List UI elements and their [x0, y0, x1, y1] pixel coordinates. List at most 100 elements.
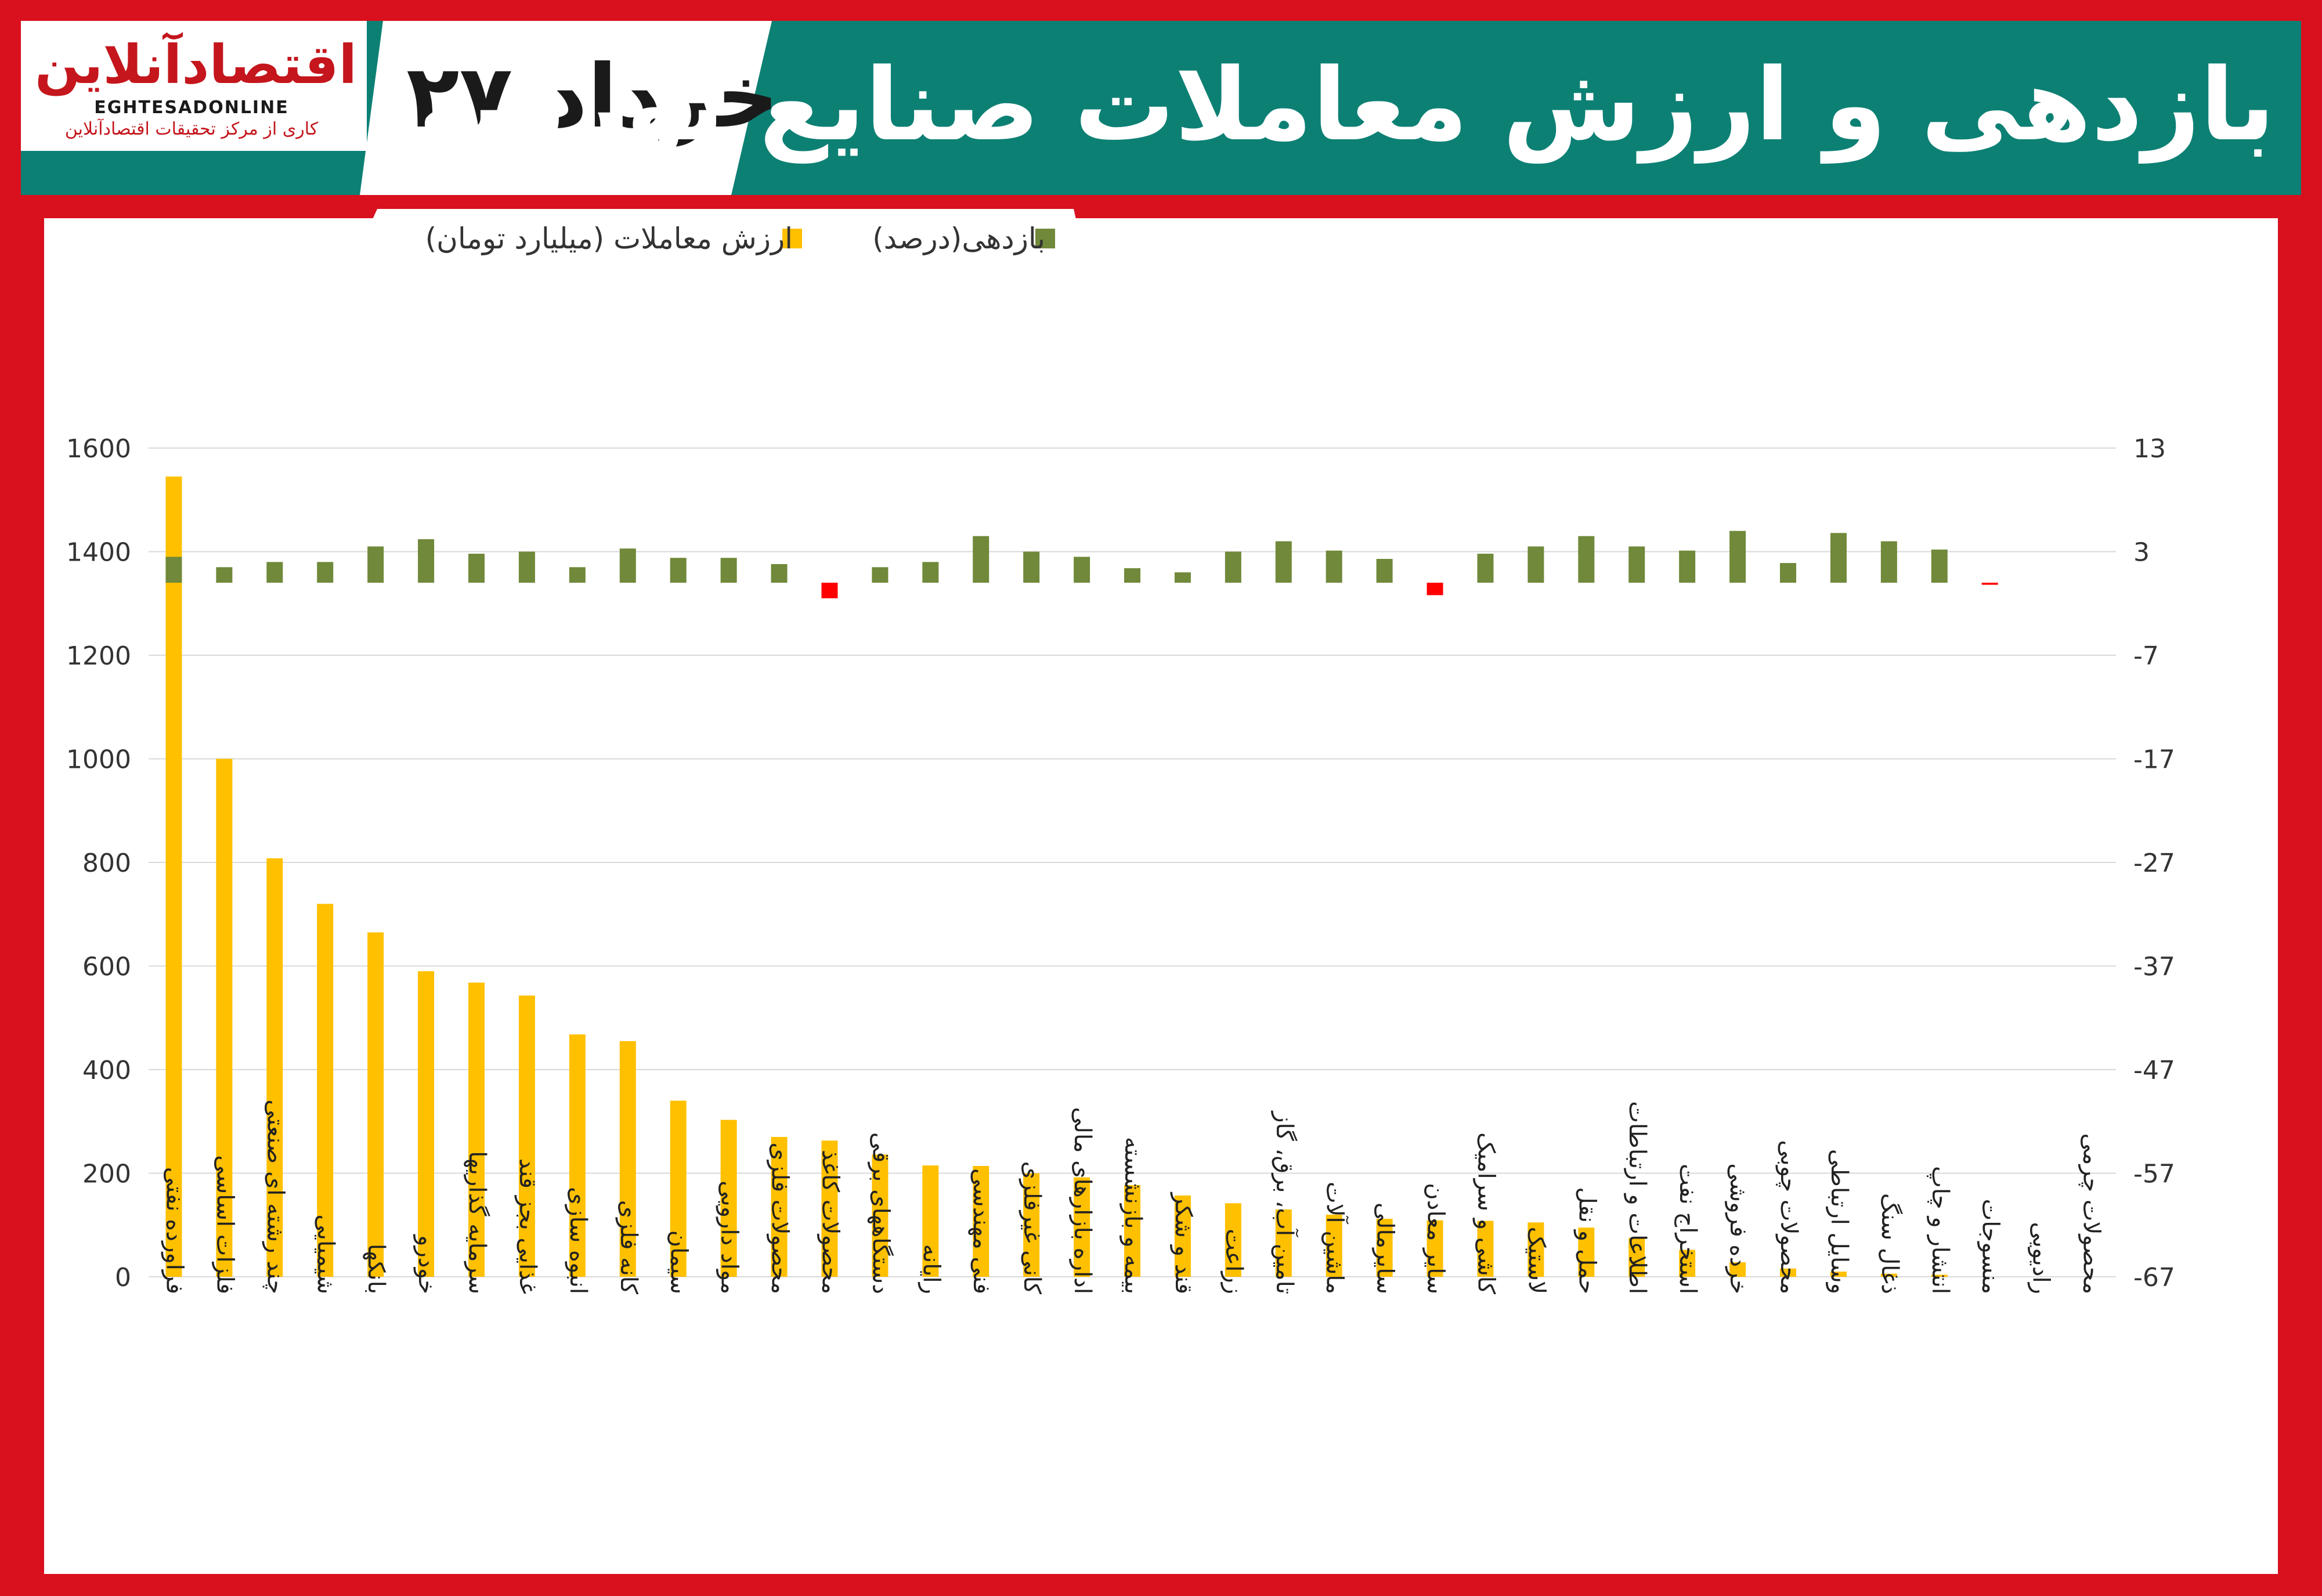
- category-label: زراعت: [1220, 1229, 1247, 1294]
- gain-bar: [216, 567, 233, 583]
- value-bar: [821, 1140, 838, 1277]
- category-label: تامین آب، برق، گاز: [1271, 1110, 1299, 1294]
- value-bar: [1880, 1273, 1897, 1277]
- value-bar: [216, 759, 233, 1277]
- value-bar: [670, 1100, 687, 1277]
- gain-bar: [468, 554, 485, 583]
- value-bar: [1628, 1238, 1645, 1277]
- gain-bar: [266, 562, 283, 583]
- value-bar: [1074, 1177, 1090, 1277]
- gain-bar: [771, 564, 788, 583]
- legend-swatch-gain: [1035, 229, 1055, 248]
- category-label: منسوجات: [1977, 1199, 2004, 1294]
- gain-bar: [670, 558, 687, 583]
- gain-bar: [720, 558, 737, 583]
- category-label: کانه فلزی: [615, 1200, 642, 1295]
- category-label: استخراج نفت: [1674, 1164, 1701, 1294]
- value-bar: [1124, 1185, 1140, 1277]
- legend-label-value: ارزش معاملات (میلیارد تومان): [425, 222, 793, 255]
- category-label: ذغال سنگ: [1876, 1193, 1903, 1294]
- category-label: سایر معادن: [1422, 1183, 1449, 1294]
- value-bar: [1376, 1219, 1393, 1277]
- value-bar: [1023, 1173, 1040, 1277]
- gain-bar: [1780, 563, 1796, 583]
- value-bar: [1477, 1221, 1494, 1277]
- category-label: محصولات چوبی: [1775, 1140, 1802, 1294]
- category-label: محصولات چرمی: [2078, 1133, 2105, 1294]
- gain-bar: [1880, 541, 1897, 583]
- right-tick-label: -17: [2133, 745, 2175, 775]
- gain-bar: [973, 536, 990, 583]
- left-tick-label: 1600: [66, 434, 131, 464]
- value-bar: [418, 971, 435, 1277]
- value-bar: [922, 1165, 939, 1277]
- logo-box: [21, 21, 367, 151]
- category-label: غذایی بجز قند: [514, 1158, 541, 1294]
- value-bar: [1527, 1222, 1544, 1277]
- value-bar: [317, 904, 334, 1277]
- gain-bar: [922, 562, 939, 583]
- right-tick-label: -57: [2133, 1160, 2175, 1189]
- category-label: اطلاعات و ارتباطات: [1624, 1101, 1651, 1294]
- gain-bar: [1477, 554, 1494, 583]
- legend-label-gain: بازدهی(درصد): [872, 222, 1045, 255]
- gain-bar: [1174, 572, 1191, 583]
- category-label: بیمه و بازنشسته: [1120, 1137, 1146, 1294]
- gain-bar: [1527, 546, 1544, 583]
- category-label: شیمیایی: [312, 1215, 339, 1294]
- gain-bar: [317, 562, 334, 583]
- gain-bar: [418, 539, 435, 583]
- value-bar: [720, 1120, 737, 1277]
- right-tick-label: -27: [2133, 848, 2175, 878]
- left-tick-label: 600: [82, 952, 131, 982]
- category-label: فنی مهندسی: [968, 1168, 995, 1294]
- chart-panel: 0 200 400 600 800 1000 1200 1400 1600 13 3 -7 -17 -27…: [44, 218, 2278, 1574]
- gain-bar: [1427, 583, 1443, 595]
- left-tick-label: 400: [82, 1056, 131, 1085]
- category-label: کانی غیرفلزی: [1019, 1161, 1045, 1295]
- gain-bar: [1124, 568, 1140, 583]
- logo: اقتصادآنلاین: [35, 34, 357, 96]
- category-label: خرده فروشی: [1725, 1163, 1752, 1294]
- value-bar: [1679, 1250, 1696, 1277]
- category-label: محصولات کاغذ: [817, 1150, 843, 1294]
- value-bar: [1830, 1272, 1847, 1277]
- value-bar: [569, 1034, 586, 1277]
- value-bar: [518, 995, 535, 1277]
- logo-english: EGHTESADONLINE: [94, 98, 289, 118]
- category-label: محصولات فلزی: [767, 1142, 793, 1294]
- value-bar: [771, 1137, 788, 1277]
- category-label: سایرمالی: [1372, 1203, 1399, 1294]
- gain-bar: [367, 546, 384, 583]
- category-label: خودرو: [413, 1234, 440, 1294]
- gain-bar: [1679, 550, 1696, 583]
- category-label: لاستیک: [1523, 1227, 1550, 1294]
- gain-bar: [165, 557, 182, 583]
- gain-bar: [1074, 557, 1090, 583]
- right-tick-label: 3: [2133, 538, 2150, 568]
- category-label: بانکها: [363, 1244, 389, 1294]
- right-tick-label: -67: [2133, 1263, 2175, 1292]
- category-label: اداره بازارهای مالی: [1069, 1107, 1096, 1294]
- left-tick-label: 1200: [66, 641, 131, 671]
- gain-bar: [1225, 551, 1241, 583]
- value-bar: [1326, 1214, 1342, 1277]
- value-bar: [1275, 1209, 1292, 1277]
- category-label: وسایل ارتباطی: [1826, 1149, 1852, 1294]
- value-bar: [619, 1041, 636, 1277]
- category-label: فراورده نفتی: [161, 1167, 187, 1294]
- category-label: قند و شکر: [1170, 1191, 1197, 1294]
- gain-bar: [1628, 546, 1645, 583]
- gain-bar: [518, 551, 535, 583]
- value-bar: [468, 983, 485, 1277]
- value-bar: [1427, 1220, 1443, 1277]
- date-badge: [360, 21, 772, 195]
- category-label: فلزات اساسی: [211, 1155, 238, 1294]
- left-tick-label: 800: [82, 848, 131, 878]
- right-tick-label: -7: [2133, 641, 2159, 671]
- category-label: مواد دارویی: [716, 1180, 743, 1294]
- left-tick-label: 0: [115, 1263, 131, 1292]
- value-bar: [367, 932, 384, 1277]
